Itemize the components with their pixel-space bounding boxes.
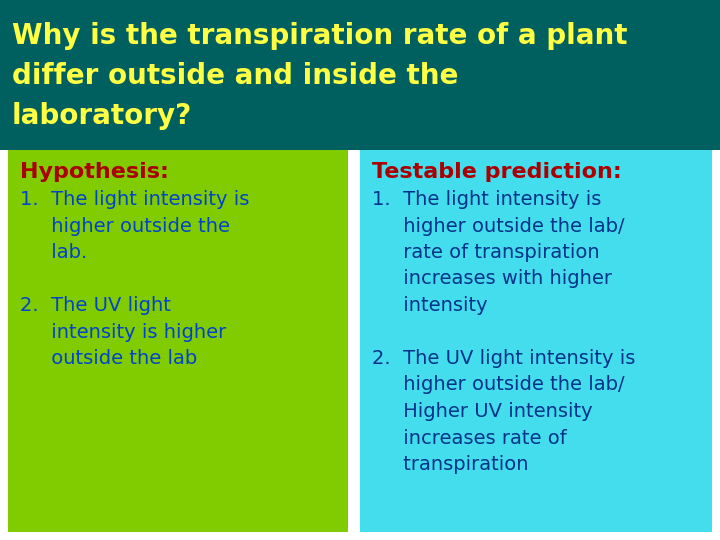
Text: Hypothesis:: Hypothesis: <box>20 162 169 182</box>
FancyBboxPatch shape <box>360 150 712 532</box>
Text: 1.  The light intensity is
     higher outside the lab/
     rate of transpirati: 1. The light intensity is higher outside… <box>372 190 635 474</box>
Text: laboratory?: laboratory? <box>12 102 192 130</box>
Text: Testable prediction:: Testable prediction: <box>372 162 622 182</box>
FancyBboxPatch shape <box>0 0 720 150</box>
FancyBboxPatch shape <box>8 150 348 532</box>
Text: 1.  The light intensity is
     higher outside the
     lab.

2.  The UV light
 : 1. The light intensity is higher outside… <box>20 190 249 368</box>
Text: Why is the transpiration rate of a plant: Why is the transpiration rate of a plant <box>12 22 628 50</box>
Text: differ outside and inside the: differ outside and inside the <box>12 62 459 90</box>
